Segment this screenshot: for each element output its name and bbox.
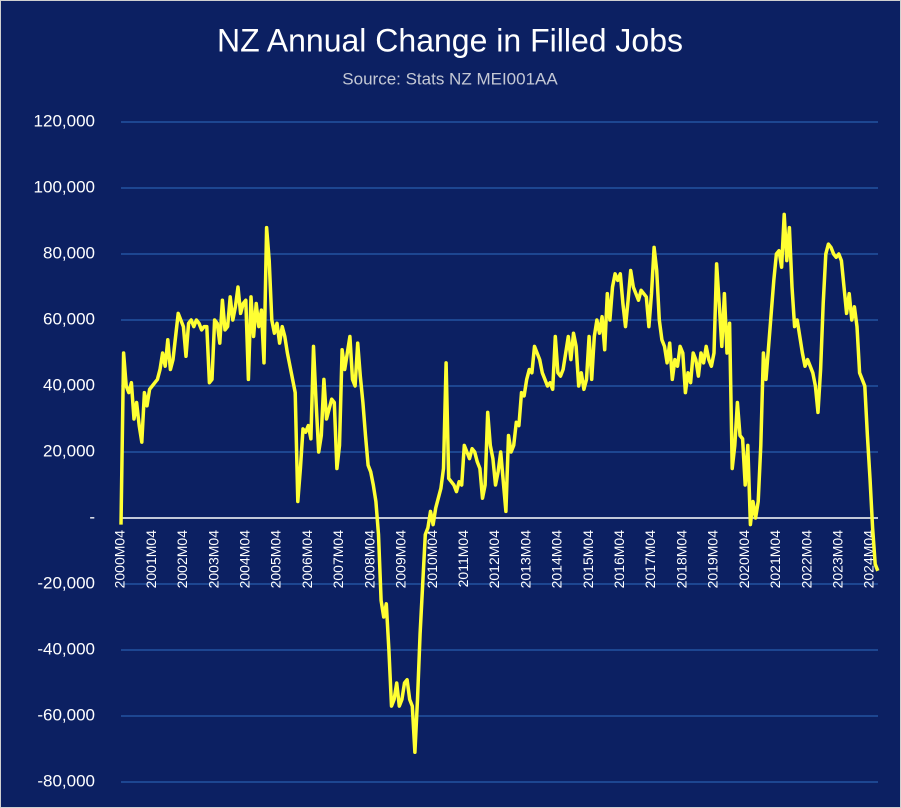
x-tick-label: 2005M04 [268, 530, 284, 589]
y-tick-label: -20,000 [37, 573, 95, 592]
x-tick-label: 2010M04 [424, 530, 440, 589]
y-tick-label: 20,000 [43, 441, 95, 460]
x-tick-label: 2016M04 [611, 530, 627, 589]
x-tick-label: 2013M04 [517, 530, 533, 589]
y-tick-label: 40,000 [43, 375, 95, 394]
x-tick-label: 2003M04 [205, 530, 221, 589]
y-tick-label: -40,000 [37, 639, 95, 658]
x-tick-label: 2004M04 [237, 530, 253, 589]
x-tick-label: 2014M04 [549, 530, 565, 589]
x-tick-label: 2020M04 [736, 530, 752, 589]
x-tick-label: 2015M04 [580, 530, 596, 589]
x-tick-label: 2012M04 [486, 530, 502, 589]
chart-title: NZ Annual Change in Filled Jobs [217, 22, 683, 58]
x-tick-label: 2019M04 [705, 530, 721, 589]
y-tick-label: 100,000 [34, 177, 95, 196]
x-tick-label: 2021M04 [767, 530, 783, 589]
x-tick-label: 2017M04 [642, 530, 658, 589]
y-tick-label: 60,000 [43, 309, 95, 328]
y-tick-label: -60,000 [37, 705, 95, 724]
x-tick-label: 2009M04 [393, 530, 409, 589]
y-tick-label: -80,000 [37, 771, 95, 790]
x-tick-label: 2001M04 [143, 530, 159, 589]
x-tick-label: 2023M04 [829, 530, 845, 589]
x-tick-label: 2018M04 [673, 530, 689, 589]
chart-subtitle: Source: Stats NZ MEI001AA [342, 69, 558, 88]
x-tick-label: 2022M04 [798, 530, 814, 589]
data-line [119, 212, 880, 755]
x-tick-label: 2000M04 [112, 530, 128, 589]
x-tick-label: 2002M04 [174, 530, 190, 589]
x-tick-label: 2008M04 [361, 530, 377, 589]
marks [119, 212, 880, 755]
x-tick-label: 2006M04 [299, 530, 315, 589]
x-tick-label: 2011M04 [455, 530, 471, 588]
y-tick-label: 120,000 [34, 111, 95, 130]
x-tick-label: 2007M04 [330, 530, 346, 589]
grid: -80,000-60,000-40,000-20,000-20,00040,00… [34, 111, 878, 790]
y-tick-label: 80,000 [43, 243, 95, 262]
y-tick-label: - [89, 507, 95, 526]
